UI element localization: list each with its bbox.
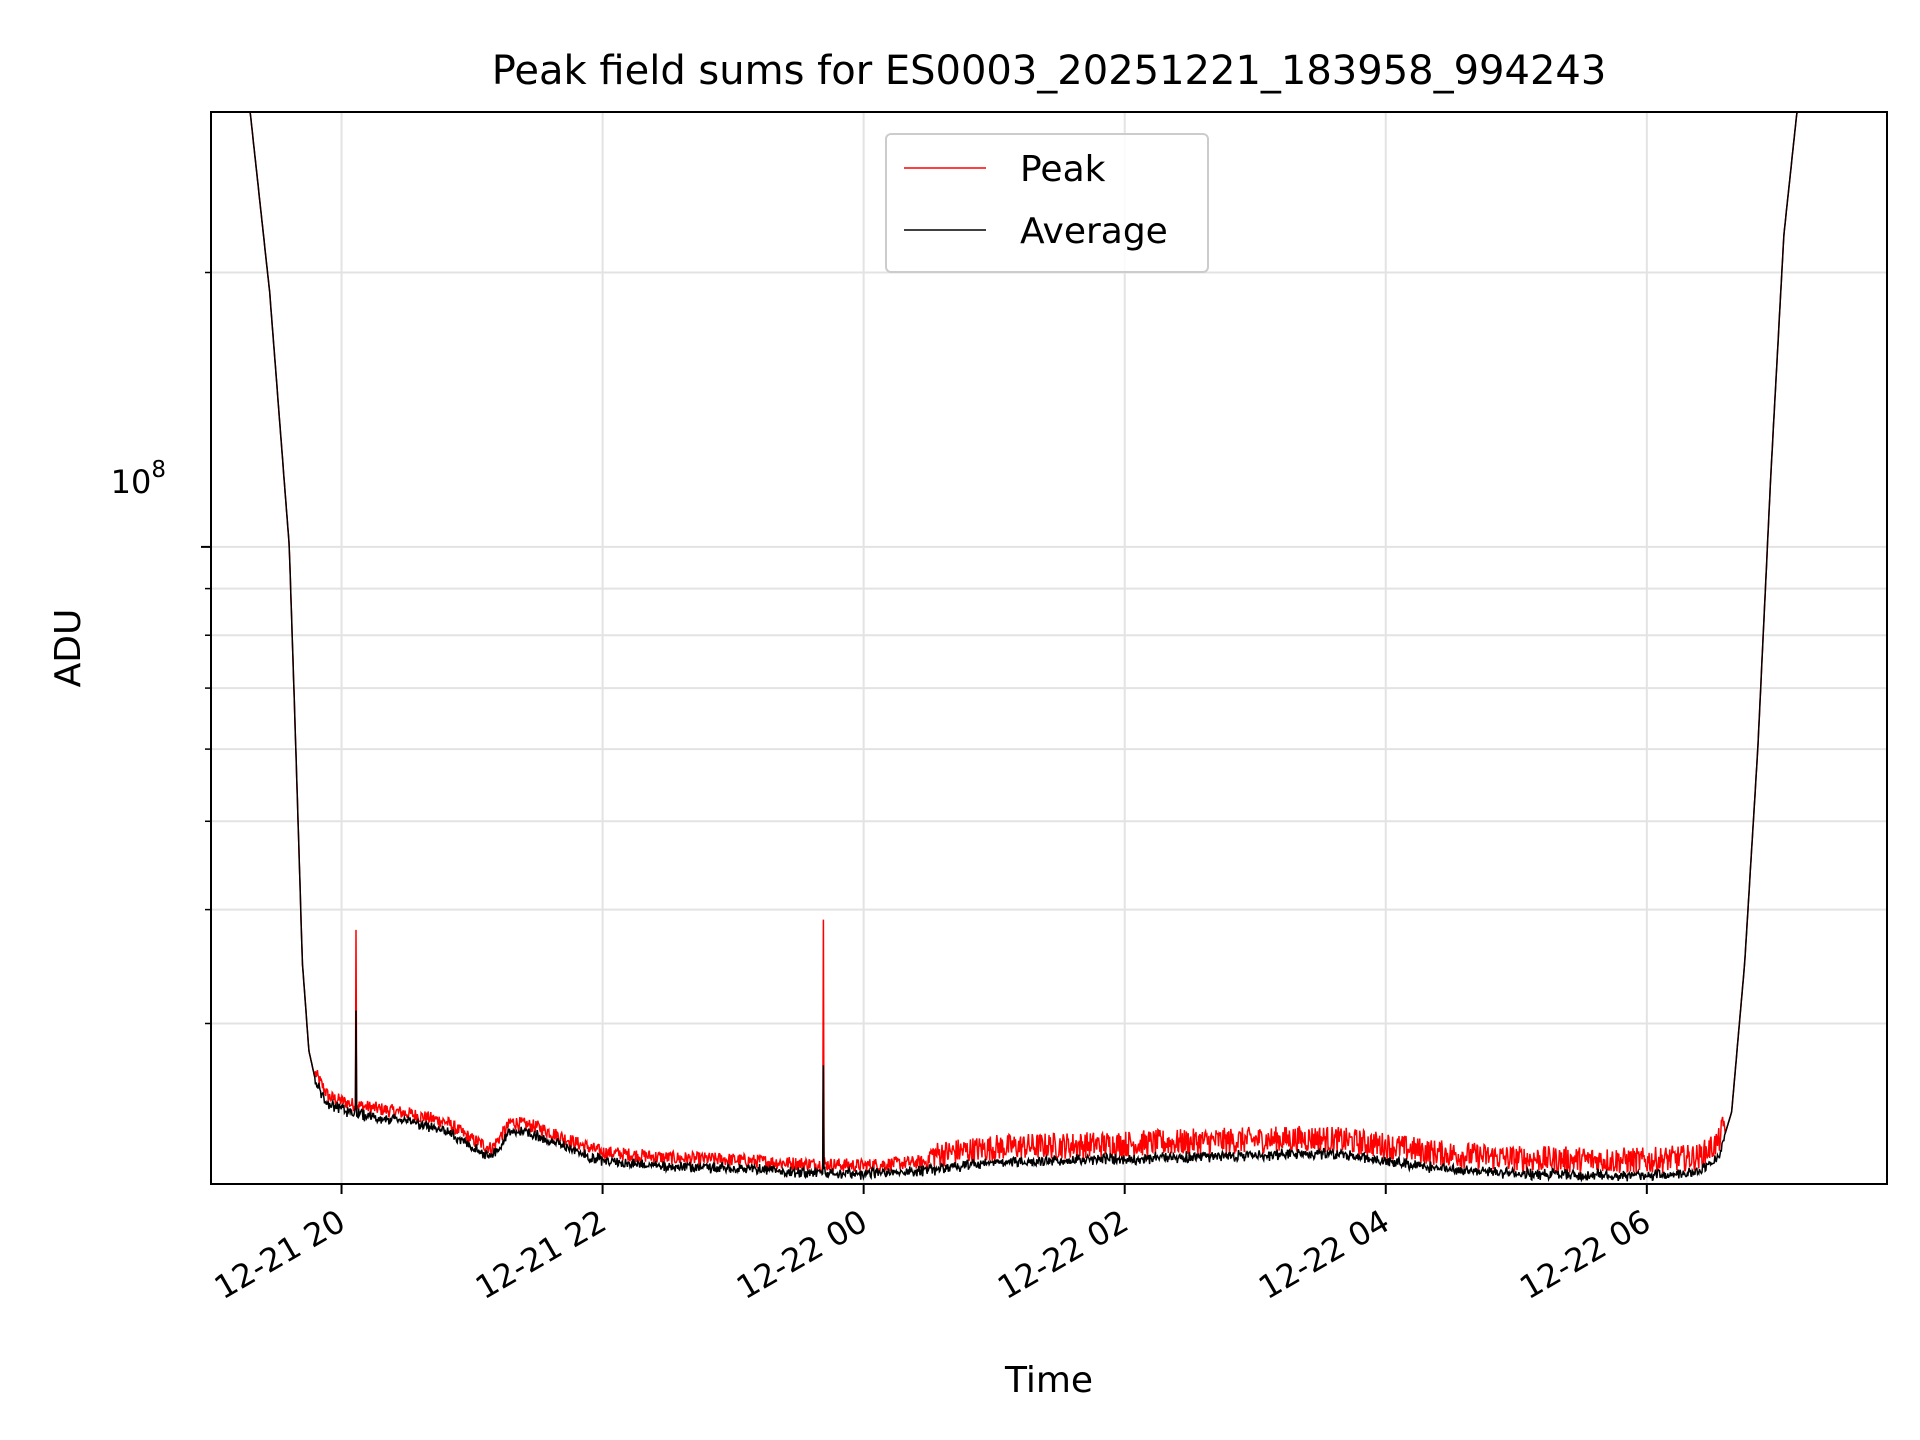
- legend: Peak Average: [885, 133, 1209, 273]
- series-line-peak: [211, 112, 1887, 1176]
- chart-title: Peak field sums for ES0003_20251221_1839…: [492, 48, 1607, 94]
- y-tick-exponent: 8: [151, 457, 166, 483]
- y-major-tick-label: 108: [111, 457, 166, 501]
- y-tick-base: 10: [111, 463, 152, 501]
- legend-label-average: Average: [1020, 211, 1168, 252]
- grid-layer: [211, 112, 1887, 1184]
- svg-text:108: 108: [111, 457, 166, 501]
- series-line-average: [211, 112, 1887, 1183]
- plot-frame: [210, 111, 1888, 1185]
- series-layer: [211, 112, 1887, 1183]
- legend-label-peak: Peak: [1020, 149, 1106, 190]
- x-axis-label: Time: [1004, 1360, 1093, 1401]
- y-axis-label: ADU: [48, 609, 89, 688]
